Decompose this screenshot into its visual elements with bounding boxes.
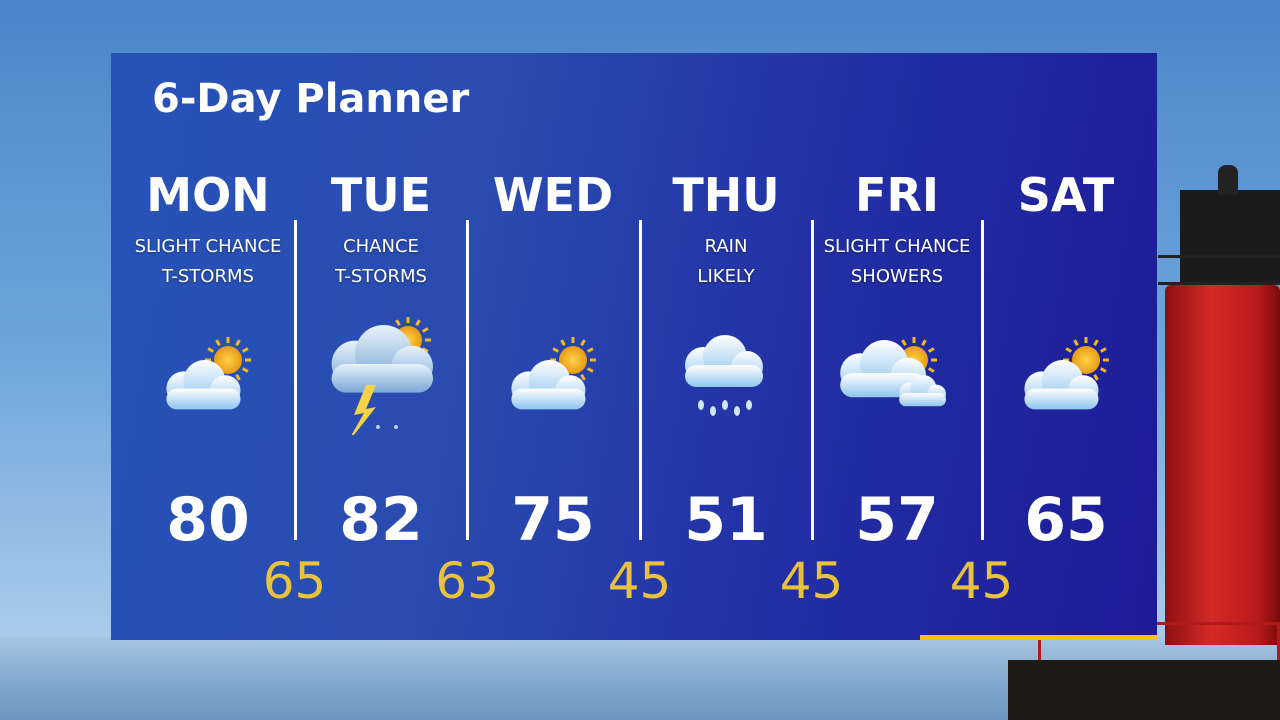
condition-line-2: SHOWERS <box>850 266 944 287</box>
lighthouse <box>1165 285 1280 645</box>
condition-text: CHANCE T-STORMS <box>295 232 467 292</box>
column-divider <box>293 220 297 540</box>
partly-cloudy-icon <box>511 337 596 410</box>
low-temp: 65 <box>262 552 327 610</box>
condition-line-2: T-STORMS <box>162 266 254 287</box>
high-temp: 57 <box>855 485 939 555</box>
partly-cloudy-icon <box>1024 337 1109 410</box>
low-temp: 63 <box>435 552 499 610</box>
low-temp: 45 <box>949 552 1014 610</box>
column-divider <box>810 220 814 540</box>
condition-line-2: LIKELY <box>697 266 755 287</box>
condition-line-1: SLIGHT CHANCE <box>134 236 282 257</box>
column-divider <box>466 220 469 540</box>
condition-text: RAIN LIKELY <box>640 232 812 292</box>
lighthouse-cap <box>1218 165 1238 195</box>
pier <box>1008 660 1280 720</box>
lighthouse-railing <box>1158 255 1280 285</box>
lighthouse-lantern <box>1180 190 1280 285</box>
partly-cloudy-icon <box>166 337 251 410</box>
page-title: 6-Day Planner <box>152 76 470 122</box>
high-temp: 82 <box>339 485 423 555</box>
condition-line-1: RAIN <box>704 236 748 257</box>
day-label: TUE <box>330 168 432 222</box>
rain-icon <box>685 335 763 416</box>
day-label: FRI <box>855 168 939 222</box>
partly-cloudy-showers-icon <box>840 337 946 407</box>
day-label: SAT <box>1017 168 1115 222</box>
day-label: MON <box>146 168 270 222</box>
accent-bar <box>920 635 1157 640</box>
condition-line-1: SLIGHT CHANCE <box>823 236 971 257</box>
column-divider <box>638 220 642 540</box>
thunderstorm-icon <box>331 317 433 435</box>
condition-line-2: T-STORMS <box>335 266 427 287</box>
low-temp: 45 <box>607 552 672 610</box>
low-temp: 45 <box>779 552 844 610</box>
condition-text: SLIGHT CHANCE T-STORMS <box>122 232 294 292</box>
day-label: WED <box>492 168 614 222</box>
condition-line-1: CHANCE <box>343 236 419 257</box>
column-divider <box>980 220 984 540</box>
pier-railing <box>1038 622 1280 662</box>
day-label: THU <box>672 168 780 222</box>
high-temp: 75 <box>511 485 595 555</box>
condition-text: SLIGHT CHANCE SHOWERS <box>811 232 983 292</box>
high-temp: 80 <box>166 485 250 555</box>
high-temp: 51 <box>684 485 768 555</box>
high-temp: 65 <box>1024 485 1108 555</box>
